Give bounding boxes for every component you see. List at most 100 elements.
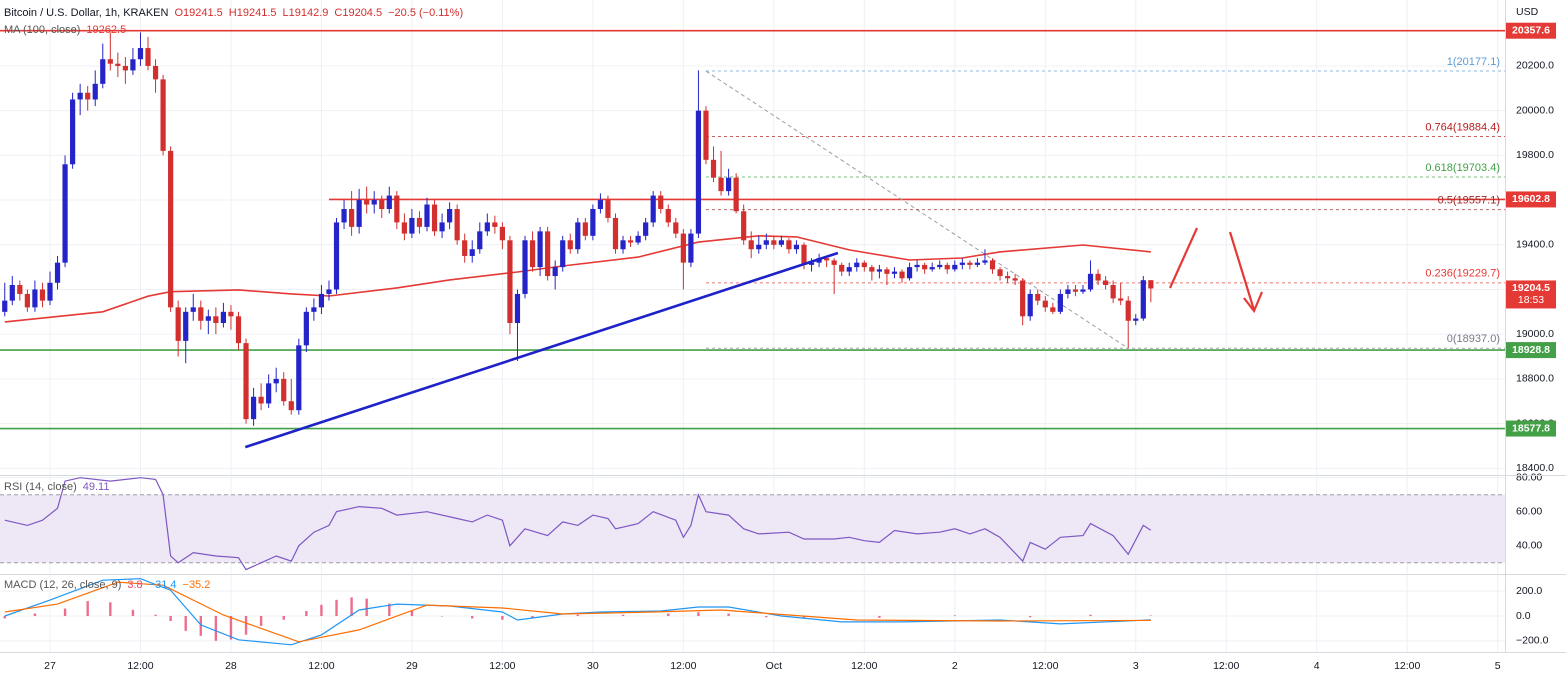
candle-body <box>499 226 505 241</box>
candle-body <box>982 260 988 263</box>
candle-body <box>1095 273 1101 281</box>
candle-body <box>1042 300 1048 308</box>
fib-label: 0.764(19884.4) <box>1425 121 1500 133</box>
histogram-bar <box>33 613 37 616</box>
symbol-title: Bitcoin / U.S. Dollar, 1h, KRAKEN <box>4 7 169 19</box>
candle-body <box>1087 273 1094 290</box>
candle-body <box>567 240 573 250</box>
candle-body <box>205 316 211 321</box>
candle-body <box>273 378 279 384</box>
level-tag <box>1506 191 1556 208</box>
fib-label: 0.5(19557.1) <box>1438 195 1500 207</box>
candle-body <box>1133 318 1139 321</box>
candle-body <box>997 269 1003 277</box>
histogram-bar <box>229 615 233 640</box>
ohlc-open: O19241.5 <box>174 7 222 19</box>
y-tick-label: 80.00 <box>1516 471 1542 483</box>
candle-body <box>326 289 332 294</box>
candle-body <box>1050 307 1056 312</box>
rsi-legend: RSI (14, close) 49.11 <box>4 481 109 493</box>
candle-body <box>258 396 264 404</box>
ohlc-low: L19142.9 <box>283 7 329 19</box>
candle-body <box>228 311 234 317</box>
candle-body <box>394 195 400 223</box>
macd-legend: MACD (12, 26, close, 9) 3.8 −31.4 −35.2 <box>4 579 210 591</box>
candle-body <box>665 209 671 223</box>
histogram-bar <box>765 615 768 618</box>
histogram-bar <box>501 615 504 620</box>
histogram-bar <box>86 601 89 616</box>
candle-body <box>1020 280 1026 317</box>
candle-body <box>876 269 882 272</box>
histogram-bar <box>244 615 248 635</box>
candle-body <box>379 200 385 209</box>
histogram-bar <box>335 599 338 616</box>
candle-body <box>175 307 181 341</box>
candle-body <box>869 267 875 272</box>
trendline <box>244 251 839 449</box>
candle-body <box>17 285 23 294</box>
x-tick-label: 12:00 <box>1032 660 1058 672</box>
currency: USD <box>1516 6 1539 18</box>
candle-body <box>107 59 113 64</box>
candle-body <box>348 209 355 227</box>
histogram-value: 3.8 <box>127 579 142 591</box>
candle-body <box>643 222 649 236</box>
histogram-bar <box>410 611 414 616</box>
candle-body <box>967 262 973 265</box>
candle-body <box>9 285 15 301</box>
candle-body <box>582 222 588 236</box>
histogram-bar <box>169 615 172 621</box>
candle-body <box>318 293 325 308</box>
candle-body <box>688 233 694 263</box>
y-tick-label: 20200.0 <box>1516 60 1554 72</box>
candle-body <box>778 240 784 245</box>
candle-body <box>24 293 30 308</box>
x-tick-label: 28 <box>225 660 237 672</box>
candle-body <box>333 222 340 290</box>
histogram-bar <box>621 614 625 616</box>
candle-body <box>1118 298 1124 301</box>
candle-body <box>145 48 151 66</box>
histogram-bar <box>388 603 391 616</box>
candle-body <box>741 211 747 241</box>
candle-body <box>1027 293 1033 317</box>
candle-body <box>296 345 302 411</box>
candle-body <box>514 293 521 323</box>
histogram-bar <box>3 615 6 619</box>
last-price-tag <box>1506 280 1556 309</box>
histogram-bar <box>350 597 353 616</box>
y-tick-label: 20000.0 <box>1516 104 1554 116</box>
histogram-bar <box>667 613 670 616</box>
fib-label: 0.236(19229.7) <box>1425 268 1500 280</box>
ma-name: MA (100, close) <box>4 24 80 36</box>
x-tick-label: 12:00 <box>851 660 877 672</box>
signal-line <box>4 581 1151 643</box>
candle-body <box>386 195 392 209</box>
candle-body <box>1072 289 1079 292</box>
x-tick-label: 12:00 <box>308 660 334 672</box>
candle-body <box>846 267 852 272</box>
forecast-arrows <box>1168 227 1264 314</box>
last-price-label: 19204.5 <box>1512 282 1550 294</box>
candle-body <box>100 59 106 84</box>
candle-body <box>560 240 566 268</box>
candle-body <box>725 177 732 192</box>
candle-body <box>424 204 430 227</box>
y-tick-label: −200.0 <box>1516 635 1549 647</box>
candle-body <box>115 63 121 66</box>
macd-title: MACD (12, 26, close, 9) <box>4 579 121 591</box>
candle-body <box>695 110 702 234</box>
ma-value: 19262.5 <box>86 24 126 36</box>
x-tick-label: 12:00 <box>670 660 696 672</box>
header: Bitcoin / U.S. Dollar, 1h, KRAKEN O19241.… <box>4 7 463 19</box>
candle-body <box>1140 280 1146 319</box>
candle-body <box>1125 300 1131 321</box>
candle-body <box>529 240 536 268</box>
candle-body <box>718 177 724 192</box>
candle-body <box>243 343 249 420</box>
x-tick-label: Oct <box>766 660 782 672</box>
candle-body <box>763 240 769 245</box>
signal-value: −35.2 <box>183 579 211 591</box>
ma-legend: MA (100, close) 19262.5 <box>4 24 126 36</box>
